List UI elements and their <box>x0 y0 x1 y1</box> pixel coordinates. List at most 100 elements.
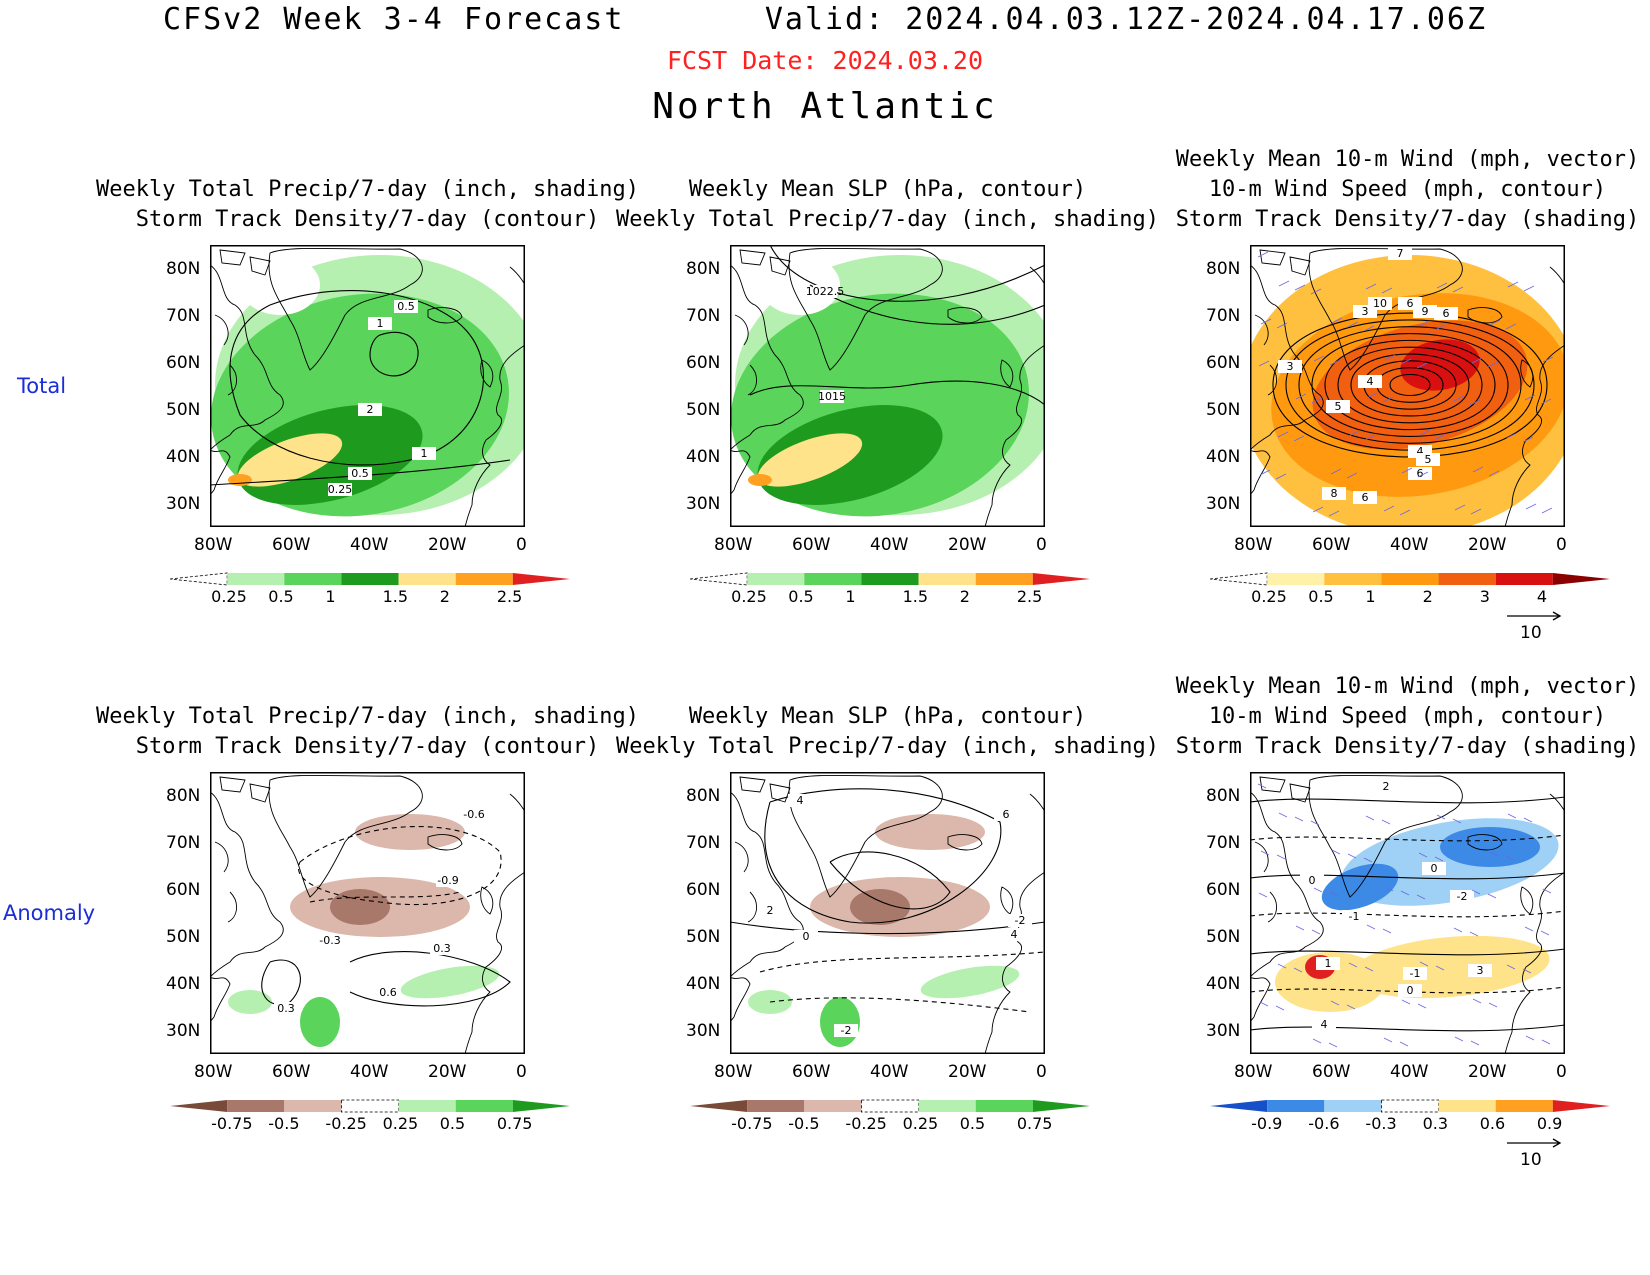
colorbar-label: 2.5 <box>496 587 523 606</box>
colorbar-label: 0.9 <box>1536 1114 1563 1133</box>
contour-label: 1015 <box>818 390 846 403</box>
contour-label: 6 <box>1417 467 1424 480</box>
contour-label: -0.3 <box>319 934 340 947</box>
contour-label: 1 <box>1325 957 1332 970</box>
contour-line <box>769 245 1045 302</box>
contour-label: 1022.5 <box>806 285 845 298</box>
precip-dry-greenland <box>240 255 320 315</box>
lon-tick-label: 20W <box>428 535 467 555</box>
colorbar-label: 4 <box>1536 587 1548 606</box>
lon-tick-label: 40W <box>870 535 909 555</box>
colorbar-swatch <box>1324 1100 1382 1112</box>
lon-tick-label: 0 <box>1036 535 1047 555</box>
lat-tick-label: 30N <box>1206 494 1241 514</box>
colorbar-swatch <box>747 573 805 585</box>
colorbar-swatch <box>284 573 342 585</box>
contour-label: 2 <box>767 904 774 917</box>
lon-tick-label: 80W <box>714 535 753 555</box>
lat-tick-label: 30N <box>166 1021 201 1041</box>
coastline <box>730 247 1045 527</box>
panel-title-line: Weekly Mean SLP (hPa, contour) <box>688 704 1087 729</box>
lon-tick-label: 40W <box>1390 535 1429 555</box>
contour-label: 0.5 <box>397 300 415 313</box>
vector-reference-arrow <box>1507 1138 1562 1148</box>
contour-line <box>829 851 951 910</box>
contour-line <box>1376 367 1444 403</box>
colorbar-swatch <box>1032 1100 1090 1112</box>
forecast-date: FCST Date: 2024.03.20 <box>666 46 984 75</box>
lon-tick-label: 0 <box>1556 1062 1567 1082</box>
map-anom-wind: 2 0 0 -2 -1 1 3 0 -1 4 <box>1250 772 1565 1054</box>
contour-label: 5 <box>1425 453 1432 466</box>
panel-title-line: Storm Track Density/7-day (contour) <box>135 734 600 759</box>
colorbar-swatch <box>227 1100 285 1112</box>
lat-tick-label: 50N <box>1206 927 1241 947</box>
contour-line <box>1250 1024 1565 1032</box>
colorbar-swatch <box>1495 1100 1553 1112</box>
colorbar-swatch <box>804 573 862 585</box>
colorbar-label: 0.5 <box>268 587 294 606</box>
colorbar-label: -0.75 <box>731 1114 773 1133</box>
lat-tick-label: 80N <box>166 786 201 806</box>
panel-title-line: Storm Track Density/7-day (shading) <box>1175 734 1640 759</box>
anom-wet-strong <box>820 997 860 1047</box>
contour-line <box>1363 360 1457 410</box>
panel-title-line: Weekly Total Precip/7-day (inch, shading… <box>615 734 1160 759</box>
colorbar-swatch <box>690 1100 748 1112</box>
colorbar-swatch <box>398 573 456 585</box>
precip-very-heavy <box>757 433 863 487</box>
contour-line <box>297 825 502 906</box>
colorbar-label: -0.75 <box>211 1114 253 1133</box>
contour-label: 6 <box>1443 307 1450 320</box>
contour-label: 4 <box>1367 375 1374 388</box>
colorbar-swatch <box>341 573 399 585</box>
anom-wet <box>228 990 272 1014</box>
contour-label: 4 <box>1011 928 1018 941</box>
colorbar-swatch <box>1032 573 1090 585</box>
lon-tick-label: 0 <box>516 1062 527 1082</box>
contour-line <box>1250 872 1565 880</box>
colorbar-swatch <box>1381 1099 1439 1113</box>
contour-label: 4 <box>1321 1018 1328 1031</box>
contour-label: 4 <box>1417 445 1424 458</box>
colorbar-swatch <box>1438 1100 1496 1112</box>
contour-label: 0 <box>1407 984 1414 997</box>
coastline <box>730 774 1045 1054</box>
contour-label: 6 <box>1003 808 1010 821</box>
lon-tick-label: 80W <box>194 1062 233 1082</box>
lon-tick-label: 80W <box>714 1062 753 1082</box>
colorbar-label: 2 <box>959 587 970 606</box>
lon-tick-label: 80W <box>1234 1062 1273 1082</box>
panel-title: Weekly Total Precip/7-day (inch, shading… <box>95 702 640 762</box>
colorbar-label: 1 <box>1365 587 1376 606</box>
colorbar-label: 0.5 <box>959 1114 986 1133</box>
lon-tick-label: 20W <box>1468 1062 1507 1082</box>
colorbar-swatch <box>690 572 748 586</box>
colorbar-swatch <box>170 572 228 586</box>
colorbar-label: -0.25 <box>845 1114 887 1133</box>
anom-wet-east <box>920 965 1020 999</box>
coastline <box>210 247 525 527</box>
lat-tick-label: 70N <box>1206 833 1241 853</box>
contour-label: 1 <box>421 447 428 460</box>
anom-wet-strong <box>300 997 340 1047</box>
panel-title-line: Storm Track Density/7-day (shading) <box>1175 207 1640 232</box>
colorbar-swatch <box>918 573 976 585</box>
colorbar-label: 0.5 <box>439 1114 466 1133</box>
colorbar-label: 1 <box>325 587 336 606</box>
lat-tick-label: 40N <box>1206 447 1241 467</box>
colorbar-swatch <box>975 1100 1033 1112</box>
contour-line <box>1298 326 1522 444</box>
colorbar-label: 0.25 <box>731 587 767 606</box>
lat-tick-label: 60N <box>686 353 721 373</box>
anom-low-strong <box>1440 827 1540 867</box>
anom-wet-east <box>400 965 500 999</box>
vector-reference-arrow <box>1507 611 1562 621</box>
contour-label: -0.9 <box>437 874 458 887</box>
panel-title-line: Weekly Mean 10-m Wind (mph, vector) <box>1175 674 1640 699</box>
lat-tick-label: 70N <box>166 306 201 326</box>
precip-dry-greenland <box>760 255 840 315</box>
panel-title-line: Storm Track Density/7-day (contour) <box>135 207 600 232</box>
